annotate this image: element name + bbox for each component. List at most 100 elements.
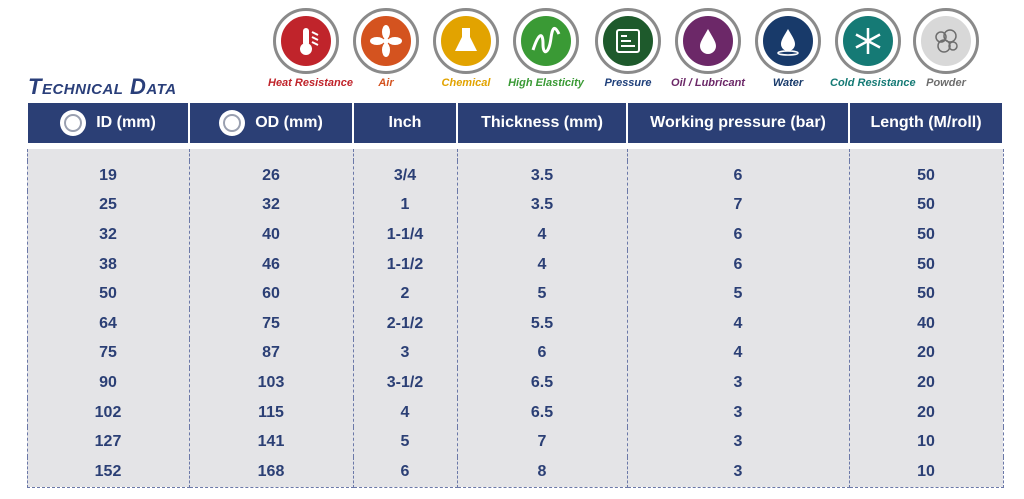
cell-id: 50 [26, 279, 190, 309]
column-header-thickness: Thickness (mm) [456, 103, 628, 143]
cell-thickness: 4 [456, 249, 628, 280]
table-row: 64 75 2-1/2 5.5 4 40 [26, 308, 1004, 339]
snowflake-icon [841, 14, 895, 68]
table-row: 152 168 6 8 3 10 [26, 456, 1004, 488]
badge-label: Chemical [441, 77, 491, 89]
water-drop-icon [761, 14, 815, 68]
badge-chemical: Chemical [428, 8, 504, 89]
cell-working-pressure: 6 [626, 161, 850, 191]
cell-working-pressure: 4 [626, 338, 850, 369]
cell-length: 50 [848, 220, 1004, 250]
badge-label: Oil / Lubricant [671, 77, 745, 89]
cell-id: 152 [26, 456, 190, 488]
cell-od: 141 [188, 427, 354, 457]
cell-od: 26 [188, 161, 354, 191]
cell-inch: 6 [352, 456, 458, 488]
cell-length: 20 [848, 368, 1004, 398]
cell-thickness: 6.5 [456, 397, 628, 428]
badge-label: Powder [926, 77, 966, 89]
column-header-length: Length (M/roll) [848, 103, 1004, 143]
cell-inch: 1-1/2 [352, 249, 458, 280]
thermometer-icon [279, 14, 333, 68]
cell-length: 50 [848, 279, 1004, 309]
cell-length: 50 [848, 249, 1004, 280]
table-row: 38 46 1-1/2 4 6 50 [26, 249, 1004, 280]
cell-working-pressure: 4 [626, 308, 850, 339]
cell-od: 60 [188, 279, 354, 309]
table-row: 90 103 3-1/2 6.5 3 20 [26, 368, 1004, 398]
cell-thickness: 5.5 [456, 308, 628, 339]
table-row: 32 40 1-1/4 4 6 50 [26, 220, 1004, 250]
badge-water: Water [750, 8, 826, 89]
badge-cold-resistance: Cold Resistance [830, 8, 916, 89]
cell-thickness: 5 [456, 279, 628, 309]
cell-working-pressure: 6 [626, 220, 850, 250]
cell-thickness: 4 [456, 220, 628, 250]
table-row: 19 26 3/4 3.5 6 50 [26, 161, 1004, 191]
column-header-od: OD (mm) [188, 103, 354, 143]
cell-inch: 5 [352, 427, 458, 457]
badge-powder: Powder [908, 8, 984, 89]
cell-working-pressure: 3 [626, 427, 850, 457]
cell-id: 64 [26, 308, 190, 339]
table-row: 127 141 5 7 3 10 [26, 427, 1004, 457]
column-header-id: ID (mm) [26, 103, 190, 143]
cell-length: 20 [848, 338, 1004, 369]
cell-length: 10 [848, 427, 1004, 457]
oil-drop-icon [681, 14, 735, 68]
cell-thickness: 3.5 [456, 161, 628, 191]
cell-inch: 4 [352, 397, 458, 428]
spring-icon [519, 14, 573, 68]
flask-icon [439, 14, 493, 68]
cell-thickness: 3.5 [456, 190, 628, 221]
badge-label: Cold Resistance [830, 77, 916, 89]
cell-od: 168 [188, 456, 354, 488]
cell-working-pressure: 3 [626, 456, 850, 488]
fan-icon [359, 14, 413, 68]
badge-label: High Elasticity [508, 77, 584, 89]
table-body: 19 26 3/4 3.5 6 50 25 32 1 3.5 7 50 32 40 1-1/4 4 6 50 38 4… [26, 149, 1004, 488]
technical-data-table: ID (mm) OD (mm) Inch Thickness (mm) Work… [26, 103, 1004, 488]
cell-length: 40 [848, 308, 1004, 339]
hose-ring-icon [219, 110, 246, 136]
badge-heat-resistance: Heat Resistance [268, 8, 353, 89]
cell-length: 20 [848, 397, 1004, 428]
powder-icon [919, 14, 973, 68]
hose-ring-icon [60, 110, 87, 136]
section-title: Technical Data [28, 74, 177, 99]
cell-inch: 3 [352, 338, 458, 369]
cell-od: 115 [188, 397, 354, 428]
cell-od: 46 [188, 249, 354, 280]
cell-id: 25 [26, 190, 190, 221]
cell-inch: 3-1/2 [352, 368, 458, 398]
badge-pressure: Pressure [590, 8, 666, 89]
cell-length: 50 [848, 190, 1004, 221]
badge-high-elasticity: High Elasticity [508, 8, 584, 89]
cell-inch: 3/4 [352, 161, 458, 191]
cell-id: 32 [26, 220, 190, 250]
table-row: 50 60 2 5 5 50 [26, 279, 1004, 309]
cell-working-pressure: 5 [626, 279, 850, 309]
table-row: 75 87 3 6 4 20 [26, 338, 1004, 369]
cell-thickness: 7 [456, 427, 628, 457]
cell-working-pressure: 3 [626, 397, 850, 428]
badge-oil-lubricant: Oil / Lubricant [670, 8, 746, 89]
property-badges: Heat Resistance Air Chemical High Elasti… [0, 0, 1024, 100]
cell-thickness: 6 [456, 338, 628, 369]
column-header-inch: Inch [352, 103, 458, 143]
cell-od: 40 [188, 220, 354, 250]
badge-air: Air [348, 8, 424, 89]
cell-length: 50 [848, 161, 1004, 191]
table-header-row: ID (mm) OD (mm) Inch Thickness (mm) Work… [26, 103, 1004, 143]
cell-id: 75 [26, 338, 190, 369]
cell-id: 90 [26, 368, 190, 398]
cell-length: 10 [848, 456, 1004, 488]
cell-inch: 1 [352, 190, 458, 221]
cell-inch: 1-1/4 [352, 220, 458, 250]
badge-label: Air [378, 77, 394, 89]
cell-id: 19 [26, 161, 190, 191]
cell-working-pressure: 6 [626, 249, 850, 280]
cell-thickness: 8 [456, 456, 628, 488]
cell-working-pressure: 3 [626, 368, 850, 398]
cell-od: 103 [188, 368, 354, 398]
